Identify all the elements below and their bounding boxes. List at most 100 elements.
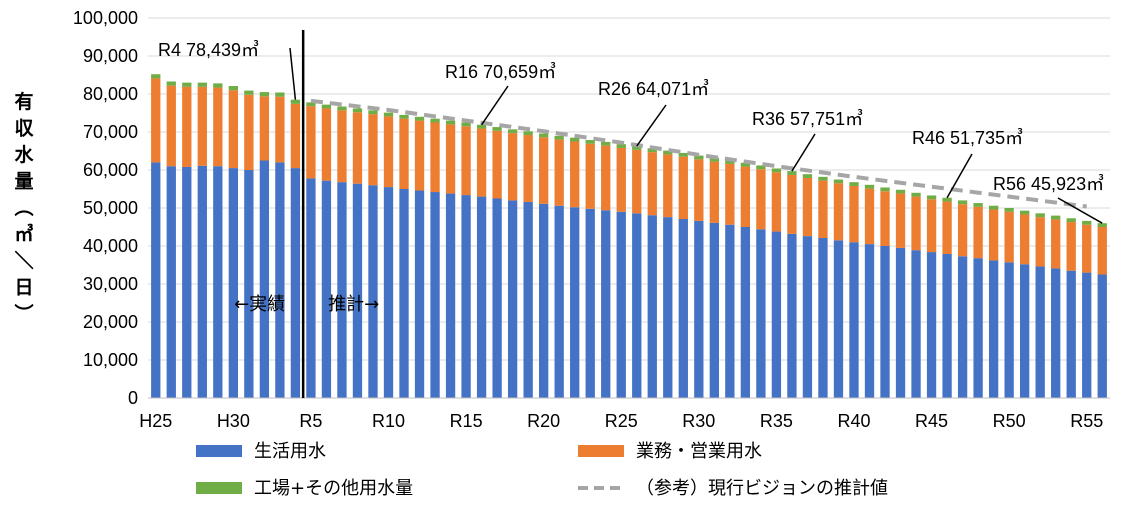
bar-segment	[290, 99, 301, 104]
bar-segment	[352, 108, 363, 113]
bar-segment	[725, 160, 735, 164]
bar-segment	[957, 200, 968, 205]
bar-segment	[802, 174, 813, 178]
bar-segment	[166, 85, 176, 167]
bar-segment	[849, 185, 859, 243]
bar-segment	[911, 196, 921, 251]
bar-segment	[787, 233, 797, 398]
legend-label: 生活用水	[254, 441, 326, 462]
annotation-label: R46 51,735㎥	[912, 128, 1023, 148]
y-axis-ticks: 0 10,000 20,000 30,000 40,000 50,000 60,000 70,…	[73, 8, 138, 408]
y-tick-label: 30,000	[83, 274, 138, 294]
bar-segment	[1051, 215, 1061, 220]
bar-segment	[368, 110, 378, 115]
bar-segment	[337, 106, 347, 111]
bar-segment	[554, 205, 564, 398]
bar-segment	[476, 196, 487, 398]
bar-segment	[616, 144, 626, 148]
bar-segment	[539, 137, 549, 204]
x-tick-label: R55	[1070, 411, 1103, 431]
bar-segment	[554, 135, 564, 140]
bar-segment	[895, 189, 906, 194]
annotation-leader-line	[636, 104, 667, 147]
bar-segment	[988, 260, 999, 398]
bar-segment	[1004, 208, 1014, 212]
region-label-forecast: 推計→	[328, 294, 379, 315]
y-tick-label: 90,000	[83, 46, 138, 66]
y-tick-label: 100,000	[73, 8, 138, 28]
bar-segment	[461, 195, 471, 398]
bar-segment	[275, 96, 285, 163]
x-tick-label: R50	[993, 411, 1026, 431]
bar-segment	[973, 203, 983, 207]
bar-segment	[430, 118, 440, 123]
bar-segment	[694, 220, 704, 398]
y-tick-label: 70,000	[83, 122, 138, 142]
bar-segment	[833, 179, 844, 184]
bar-segment	[957, 204, 968, 257]
bar-segment	[430, 122, 440, 193]
bar-segment	[1066, 218, 1076, 223]
y-tick-label: 10,000	[83, 350, 138, 370]
bar-segment	[321, 108, 332, 181]
annotation-leader-line	[289, 47, 297, 100]
bar-segment	[259, 92, 270, 97]
bar-segment	[632, 146, 642, 150]
bar-segment	[492, 127, 502, 131]
x-tick-label: R45	[915, 411, 948, 431]
bar-segment	[476, 124, 487, 129]
annotations: R4 78,439㎥ R16 70,659㎥ R26 64,071㎥ R36 57,7…	[158, 40, 1104, 224]
y-tick-label: 20,000	[83, 312, 138, 332]
bar-segment	[911, 192, 921, 197]
bar-segment	[880, 246, 890, 398]
bar-segment	[585, 143, 595, 209]
bar-segment	[647, 152, 657, 216]
legend-swatch	[196, 445, 242, 457]
bar-segment	[864, 184, 875, 189]
bar-segment	[352, 183, 363, 398]
bar-segment	[352, 112, 363, 184]
bar-segment	[306, 102, 316, 107]
bar-segment	[725, 224, 735, 398]
bar-segment	[213, 87, 223, 167]
bar-segment	[756, 169, 766, 230]
bar-segment	[833, 240, 844, 398]
bar-segment	[445, 120, 456, 125]
bar-segment	[244, 94, 254, 170]
bar-segment	[414, 190, 425, 398]
bar-segment	[694, 155, 704, 160]
bar-segment	[1020, 214, 1030, 265]
bar-segment	[570, 207, 580, 398]
legend-label: 工場+その他用水量	[254, 478, 413, 499]
bar-segment	[507, 129, 518, 134]
bar-segment	[507, 133, 518, 201]
bar-segment	[570, 137, 580, 142]
bar-segment	[1004, 262, 1014, 398]
bar-segment	[802, 177, 813, 237]
x-tick-label: R5	[299, 411, 322, 431]
bar-segment	[492, 130, 502, 199]
bar-segment	[771, 231, 782, 398]
bar-segment	[849, 242, 859, 398]
bar-segment	[678, 219, 688, 398]
legend-label: 業務・営業用水	[636, 441, 762, 462]
bar-segment	[942, 253, 952, 398]
bar-segment	[290, 103, 301, 169]
y-tick-label: 0	[128, 388, 138, 408]
bar-segment	[1051, 268, 1061, 398]
bar-segment	[1082, 220, 1092, 225]
bar-segment	[1097, 274, 1107, 398]
bar-segment	[570, 141, 580, 208]
bar-segment	[880, 191, 890, 246]
bar-segment	[151, 162, 161, 398]
bar-segment	[957, 256, 968, 398]
bar-segment	[321, 104, 332, 109]
annotation-label: R16 70,659㎥	[445, 62, 556, 82]
bar-segment	[368, 185, 378, 398]
bar-segment	[166, 166, 176, 398]
x-tick-label: R25	[605, 411, 638, 431]
y-tick-label: 60,000	[83, 160, 138, 180]
bar-segment	[507, 200, 518, 398]
bar-segment	[1035, 266, 1045, 398]
